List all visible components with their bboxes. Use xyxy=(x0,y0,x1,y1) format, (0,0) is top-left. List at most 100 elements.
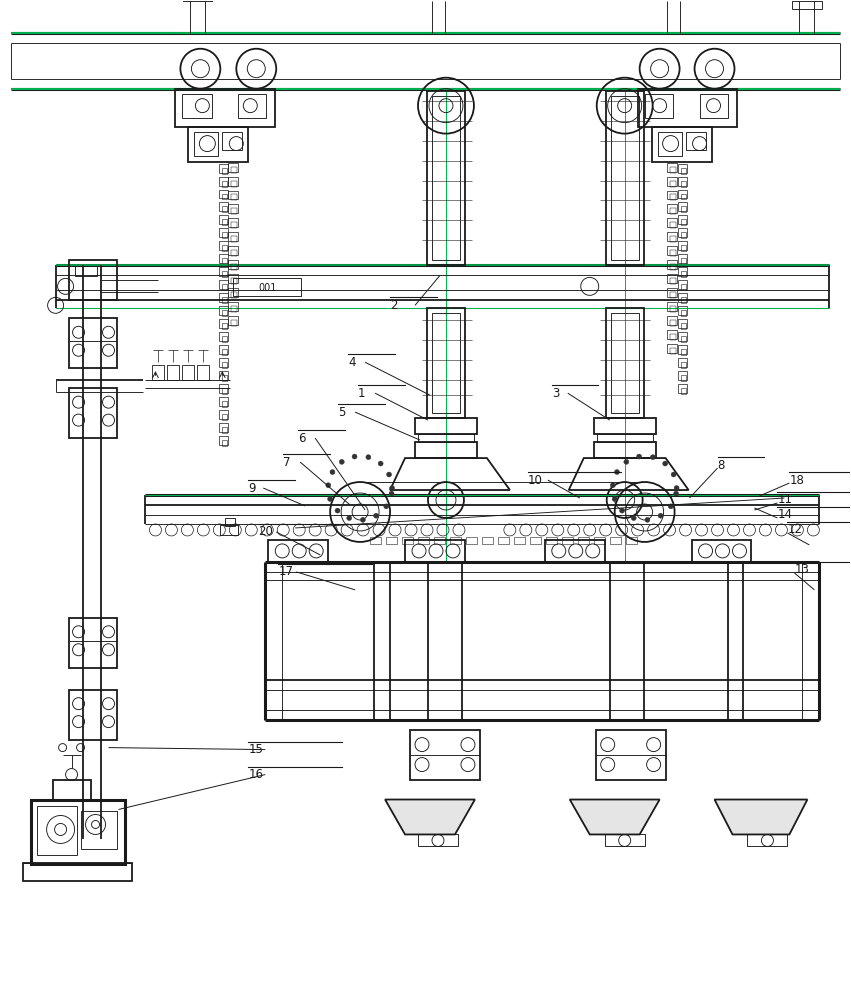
Bar xyxy=(386,537,397,544)
Bar xyxy=(415,442,477,458)
Bar xyxy=(677,306,687,315)
Bar xyxy=(594,418,655,434)
Bar xyxy=(677,190,687,198)
Bar xyxy=(578,537,589,544)
Circle shape xyxy=(326,483,331,488)
Circle shape xyxy=(389,491,394,496)
Bar xyxy=(677,177,687,186)
Bar xyxy=(53,780,90,800)
Bar xyxy=(222,284,227,290)
Bar xyxy=(228,246,238,255)
Bar xyxy=(75,266,96,276)
Bar xyxy=(220,254,228,263)
Bar xyxy=(514,537,525,544)
Bar xyxy=(645,94,672,118)
Text: 20: 20 xyxy=(258,525,273,538)
Bar xyxy=(666,274,677,283)
Bar xyxy=(670,264,676,270)
Bar xyxy=(231,181,237,187)
Bar xyxy=(681,219,686,225)
Bar xyxy=(220,319,228,328)
Bar xyxy=(670,334,676,340)
Bar xyxy=(228,177,238,186)
Bar xyxy=(658,132,682,156)
Text: 1: 1 xyxy=(358,387,366,400)
Circle shape xyxy=(335,508,340,513)
Bar xyxy=(168,365,180,380)
Bar xyxy=(637,89,738,127)
Text: 12: 12 xyxy=(787,523,802,536)
Bar xyxy=(432,313,460,413)
Bar xyxy=(222,194,227,199)
Bar xyxy=(681,258,686,264)
Bar xyxy=(692,540,751,562)
Bar xyxy=(231,278,237,284)
Circle shape xyxy=(674,491,678,496)
Bar xyxy=(666,302,677,311)
Circle shape xyxy=(663,461,668,466)
Bar xyxy=(670,208,676,214)
Bar xyxy=(69,260,117,300)
Bar xyxy=(670,348,676,354)
Bar xyxy=(666,232,677,241)
Bar xyxy=(611,313,638,413)
Bar xyxy=(677,164,687,173)
Bar xyxy=(625,537,637,544)
Bar xyxy=(545,540,605,562)
Bar xyxy=(681,349,686,355)
Bar xyxy=(670,222,676,228)
Bar xyxy=(681,271,686,277)
Bar xyxy=(482,537,493,544)
Bar xyxy=(666,330,677,339)
Bar xyxy=(222,271,227,277)
Bar xyxy=(231,320,237,326)
Bar xyxy=(222,132,243,150)
Circle shape xyxy=(658,513,663,518)
Bar xyxy=(666,204,677,213)
Bar xyxy=(370,537,381,544)
Polygon shape xyxy=(385,800,475,834)
Circle shape xyxy=(674,486,679,491)
Bar xyxy=(228,163,238,172)
Bar xyxy=(677,215,687,224)
Circle shape xyxy=(671,472,676,477)
Bar xyxy=(220,384,228,393)
Bar xyxy=(220,280,228,289)
Bar xyxy=(597,434,653,442)
Bar xyxy=(418,834,458,846)
Bar xyxy=(666,163,677,172)
Text: 001: 001 xyxy=(258,283,277,293)
Bar xyxy=(220,293,228,302)
Bar xyxy=(402,537,413,544)
Bar xyxy=(228,274,238,283)
Bar xyxy=(228,316,238,325)
Bar xyxy=(188,127,248,162)
Bar xyxy=(220,267,228,276)
Bar xyxy=(498,537,509,544)
Bar xyxy=(69,690,117,740)
Bar xyxy=(670,292,676,298)
Bar xyxy=(611,96,638,260)
Bar xyxy=(231,236,237,242)
Bar xyxy=(228,204,238,213)
Bar xyxy=(670,181,676,187)
Bar xyxy=(677,358,687,367)
Bar xyxy=(681,362,686,368)
Bar xyxy=(670,167,676,173)
Bar xyxy=(681,245,686,251)
Bar xyxy=(222,310,227,316)
Bar xyxy=(666,246,677,255)
Bar xyxy=(228,288,238,297)
Bar xyxy=(220,397,228,406)
Bar xyxy=(677,241,687,250)
Bar xyxy=(231,292,237,298)
Bar xyxy=(677,319,687,328)
Bar xyxy=(427,308,465,418)
Polygon shape xyxy=(570,800,660,834)
Bar xyxy=(222,206,227,212)
Bar xyxy=(670,278,676,284)
Bar xyxy=(677,280,687,289)
Bar xyxy=(222,181,227,187)
Bar xyxy=(681,375,686,381)
Bar xyxy=(69,388,117,438)
